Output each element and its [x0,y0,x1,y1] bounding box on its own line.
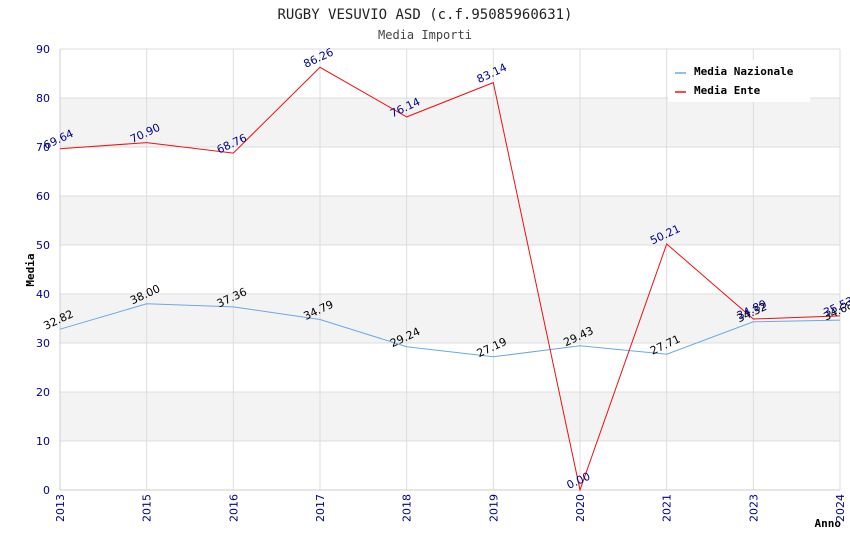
series-lines [59,66,841,492]
y-tick-label: 90 [36,43,50,56]
y-tick-label: 30 [36,337,50,350]
y-tick-label: 60 [36,190,50,203]
legend: Media Nazionale Media Ente [668,60,810,102]
grid-band [60,147,840,196]
grid-band [60,196,840,245]
y-tick-label: 0 [43,484,50,497]
grid-band [60,98,840,147]
x-tick-label: 2021 [661,494,674,522]
series-line-media-ente [59,66,841,492]
x-tick-label: 2013 [54,494,67,522]
y-tick-label: 50 [36,239,50,252]
x-tick-label: 2023 [747,494,760,522]
x-tick-label: 2015 [141,494,154,522]
chart-title: RUGBY VESUVIO ASD (c.f.95085960631) [277,7,572,23]
grid-band [60,245,840,294]
x-tick-label: 2024 [834,494,847,522]
x-tick-labels: 2013 2015 2016 2017 2018 2019 2020 2021 2023 2024 [54,494,847,522]
x-tick-label: 2020 [574,494,587,522]
grid-band [60,392,840,441]
x-tick-label: 2019 [487,494,500,522]
series-line-media-nazionale [59,303,841,358]
x-tick-label: 2016 [227,494,240,522]
grid-band [60,294,840,343]
grid-band [60,343,840,392]
legend-box [668,60,810,102]
grid-bands [60,49,840,490]
x-tick-label: 2017 [314,494,327,522]
chart-subtitle: Media Importi [378,28,472,42]
grid-band [60,441,840,490]
y-tick-label: 10 [36,435,50,448]
y-tick-labels: 0 10 20 30 40 50 60 70 80 90 [36,43,50,497]
y-tick-label: 20 [36,386,50,399]
legend-label-media-ente: Media Ente [694,84,761,97]
x-tick-label: 2018 [401,494,414,522]
x-axis-title: Anno [815,517,842,530]
y-axis-title: Media [24,253,37,286]
y-tick-label: 70 [36,141,50,154]
y-tick-label: 40 [36,288,50,301]
y-tick-label: 80 [36,92,50,105]
legend-label-media-nazionale: Media Nazionale [694,65,794,78]
